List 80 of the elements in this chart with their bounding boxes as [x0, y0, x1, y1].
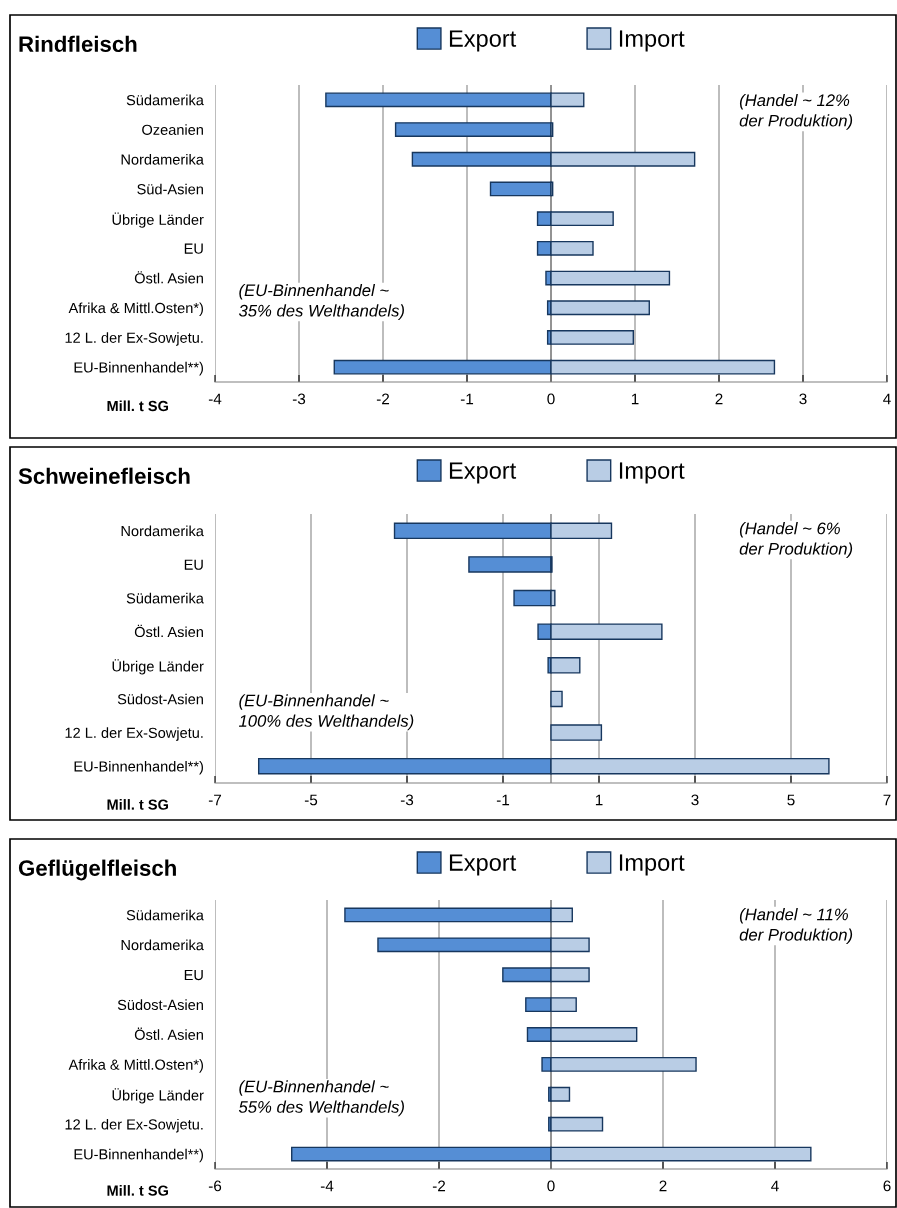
- y-tick-label: Ozeanien: [142, 124, 203, 135]
- y-tick-label: Südost-Asien: [117, 693, 203, 705]
- y-tick-label: Nordamerika: [121, 153, 204, 165]
- y-tick-label: EU-Binnenhandel**): [74, 1148, 203, 1163]
- x-tick-label: 0: [547, 393, 555, 405]
- legend-label: Import: [619, 462, 685, 484]
- legend-label: Export: [449, 854, 517, 876]
- annotation: (Handel ~ 11% der Produktion): [739, 908, 853, 944]
- y-tick-label: EU: [184, 969, 203, 981]
- y-tick-label: Südamerika: [126, 909, 204, 921]
- x-tick-label: -5: [304, 794, 318, 806]
- annotation: (EU-Binnenhandel ~ 100% des Welthandels): [238, 694, 414, 731]
- y-tick-label: Afrika & Mittl.Osten*): [68, 302, 203, 317]
- x-tick-label: 2: [715, 393, 723, 405]
- y-tick-label: Übrige Länder: [112, 1088, 204, 1104]
- y-tick-label: 12 L. der Ex-Sowjetu.: [65, 1118, 203, 1133]
- x-tick-label: 4: [771, 1180, 779, 1192]
- x-tick-label: 3: [691, 794, 699, 806]
- x-axis-title: Mill. t SG: [107, 1185, 169, 1196]
- annotation: (EU-Binnenhandel ~ 55% des Welthandels): [238, 1080, 404, 1117]
- y-tick-label: Nordamerika: [121, 939, 204, 951]
- x-tick-label: -2: [432, 1180, 446, 1192]
- bar: [513, 589, 552, 607]
- x-tick-label: -3: [400, 794, 414, 806]
- x-tick-label: -2: [376, 393, 390, 405]
- y-tick-label: Übrige Länder: [112, 212, 204, 228]
- y-tick-label: Übrige Länder: [112, 659, 204, 675]
- y-tick-label: Südamerika: [126, 592, 204, 604]
- y-tick-label: EU: [184, 243, 203, 254]
- y-tick-label: Afrika & Mittl.Osten*): [68, 1059, 203, 1073]
- y-tick-label: Östl. Asien: [134, 624, 203, 638]
- x-tick-label: 1: [595, 794, 603, 806]
- chart-title: Geflügelfleisch: [18, 859, 176, 881]
- y-tick-label: Südamerika: [126, 94, 204, 106]
- x-tick-label: -6: [208, 1180, 222, 1192]
- x-tick-label: -3: [292, 393, 306, 405]
- x-tick-label: -4: [320, 1180, 334, 1192]
- bar: [550, 1086, 571, 1102]
- y-tick-label: Süd-Asien: [137, 183, 203, 195]
- bar: [550, 724, 603, 741]
- y-tick-label: Östl. Asien: [134, 271, 203, 284]
- x-tick-label: 0: [547, 1180, 555, 1192]
- y-tick-label: EU-Binnenhandel**): [74, 361, 203, 376]
- annotation: (Handel ~ 12% der Produktion): [739, 93, 853, 130]
- chart-title: Rindfleisch: [19, 35, 137, 52]
- x-tick-label: -7: [208, 794, 222, 806]
- annotation: (Handel ~ 6% der Produktion): [739, 522, 853, 558]
- bar: [550, 330, 635, 345]
- x-tick-label: -1: [496, 794, 510, 806]
- legend-label: Import: [619, 30, 685, 52]
- y-tick-label: Östl. Asien: [134, 1027, 203, 1040]
- chart-title: Schweinefleisch: [18, 467, 190, 484]
- x-tick-label: 4: [883, 393, 891, 405]
- x-tick-label: 1: [631, 393, 639, 405]
- y-tick-label: 12 L. der Ex-Sowjetu.: [65, 727, 203, 741]
- annotation: (EU-Binnenhandel ~ 35% des Welthandels): [238, 283, 404, 320]
- bar: [550, 690, 563, 708]
- bar: [489, 181, 552, 197]
- x-tick-label: 7: [883, 794, 891, 806]
- bar: [550, 300, 650, 316]
- y-tick-label: 12 L. der Ex-Sowjetu.: [65, 332, 203, 346]
- x-axis-title: Mill. t SG: [107, 799, 169, 810]
- x-tick-label: 5: [787, 794, 795, 806]
- y-tick-label: Nordamerika: [121, 525, 204, 537]
- x-tick-label: -4: [208, 393, 222, 405]
- y-tick-label: EU: [184, 559, 203, 570]
- legend-label: Export: [449, 30, 517, 52]
- x-tick-label: 2: [659, 1180, 667, 1192]
- x-axis-title: Mill. t SG: [107, 400, 169, 412]
- bar: [550, 657, 581, 674]
- bar: [550, 1116, 604, 1132]
- y-tick-label: Südost-Asien: [117, 999, 203, 1011]
- x-tick-label: 3: [799, 393, 807, 405]
- x-tick-label: 6: [883, 1180, 891, 1192]
- legend-label: Export: [449, 462, 517, 484]
- x-tick-label: -1: [460, 393, 474, 405]
- legend-label: Import: [619, 854, 685, 876]
- bar: [468, 556, 552, 573]
- bar: [394, 122, 552, 137]
- y-tick-label: EU-Binnenhandel**): [74, 760, 203, 775]
